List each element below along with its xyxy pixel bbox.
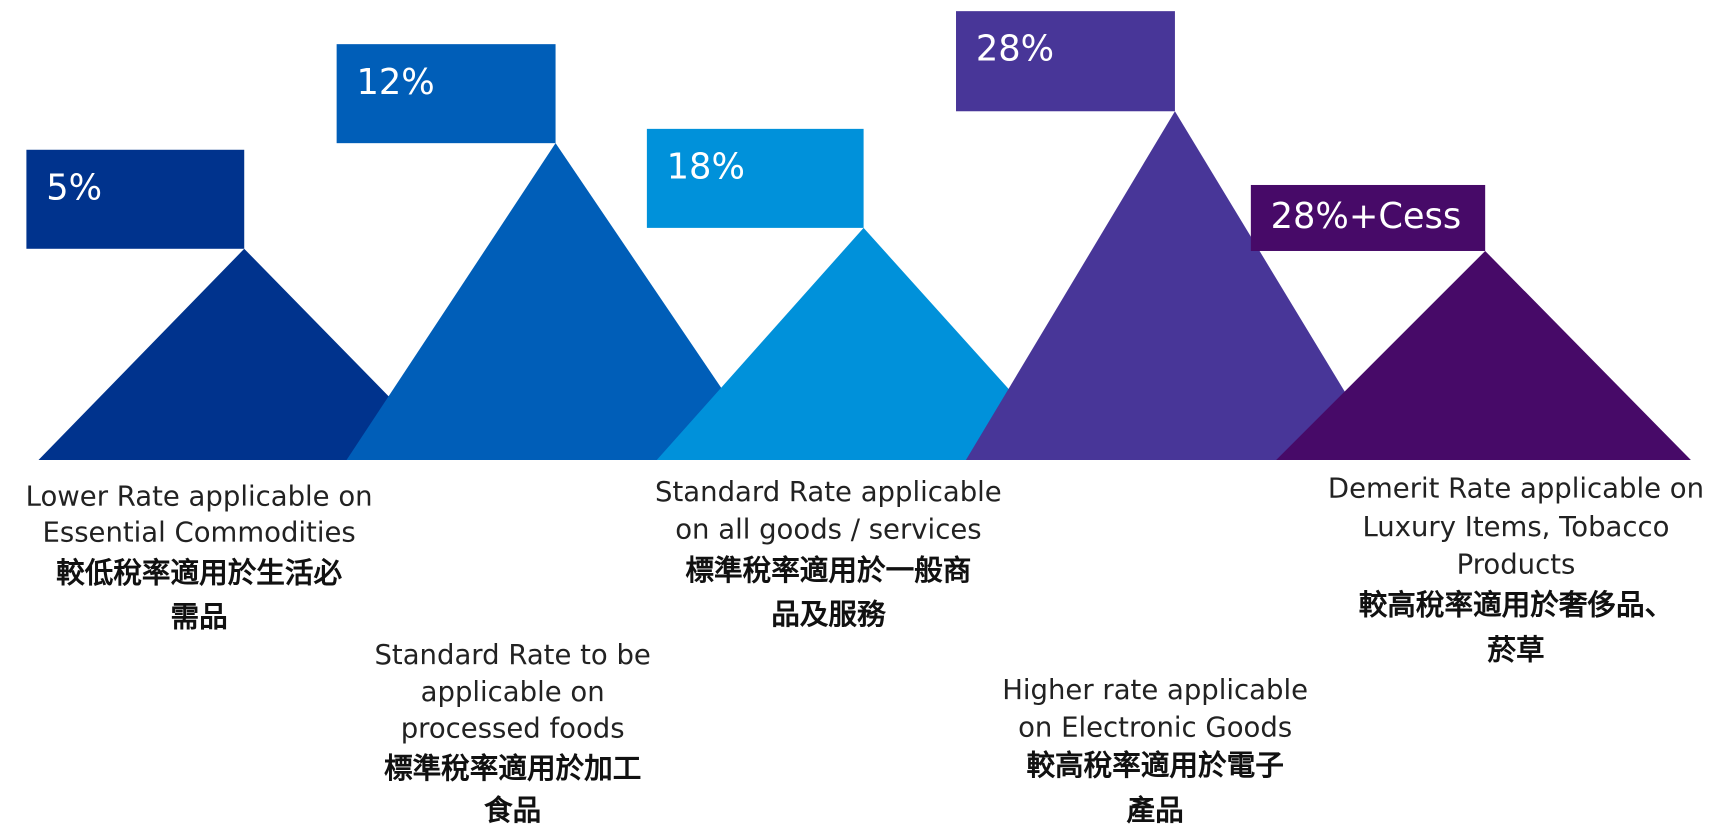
rate-box: [26, 149, 245, 249]
rate-box: [336, 44, 556, 144]
description-zh: 較高稅率適用於電子: [1026, 748, 1283, 782]
description: Standard Rate to be: [374, 639, 650, 671]
triangle: [656, 227, 1073, 461]
description-zh: 標準稅率適用於一般商: [685, 553, 971, 587]
rate-box: [1250, 184, 1486, 251]
triangle: [965, 111, 1387, 461]
description: Essential Commodities: [43, 517, 356, 549]
rate-box: [956, 11, 1175, 112]
description-zh: 菸草: [1487, 632, 1544, 666]
rate-label: 28%+Cess: [1271, 196, 1462, 237]
triangle: [346, 143, 771, 461]
description: Standard Rate applicable: [655, 476, 1002, 508]
description: Higher rate applicable: [1002, 674, 1308, 706]
description: Luxury Items, Tobacco: [1362, 511, 1669, 543]
rate-box: [646, 128, 864, 228]
rate-label: 18%: [667, 146, 745, 187]
description: processed foods: [401, 713, 625, 745]
description: applicable on: [421, 676, 605, 708]
rate-label: 5%: [46, 167, 102, 208]
description-zh: 較高稅率適用於奢侈品、: [1359, 587, 1674, 621]
description: Lower Rate applicable on: [26, 480, 373, 512]
description-zh: 產品: [1127, 793, 1184, 827]
rate-label: 28%: [976, 29, 1054, 70]
triangle: [1276, 250, 1691, 461]
description: Demerit Rate applicable on: [1328, 473, 1704, 505]
triangle: [38, 248, 452, 461]
description: on Electronic Goods: [1018, 711, 1292, 743]
description-zh: 需品: [171, 599, 228, 633]
description: Products: [1457, 549, 1576, 581]
rate-label: 12%: [356, 62, 434, 103]
description: on all goods / services: [675, 513, 981, 545]
description-zh: 較低稅率適用於生活必: [56, 555, 342, 589]
description-zh: 品及服務: [771, 597, 887, 631]
description-zh: 食品: [484, 793, 541, 827]
description-zh: 標準稅率適用於加工: [384, 751, 641, 785]
